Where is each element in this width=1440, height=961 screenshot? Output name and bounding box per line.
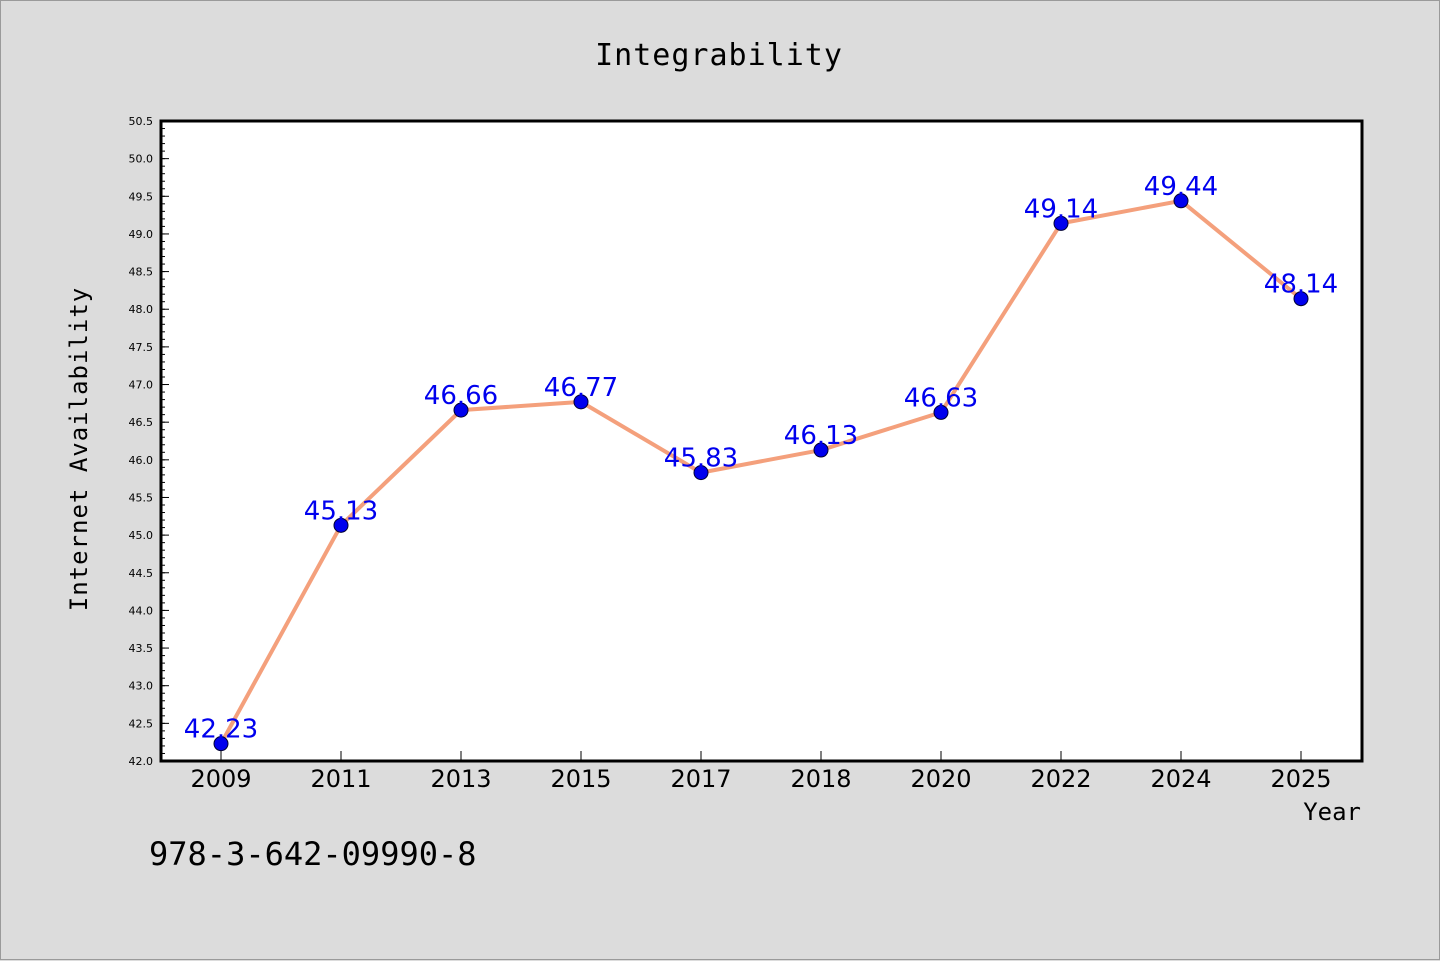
plot-area [161, 121, 1362, 761]
x-tick-label: 2024 [1150, 765, 1211, 793]
y-tick-label: 49.0 [129, 228, 154, 241]
data-point [813, 442, 829, 458]
x-axis-label: Year [1303, 798, 1361, 826]
x-tick-label: 2013 [430, 765, 491, 793]
x-tick-label: 2011 [310, 765, 371, 793]
y-tick-label: 44.5 [129, 567, 154, 580]
y-axis-label: Internet Availability [65, 287, 93, 611]
y-tick-label: 48.0 [129, 303, 154, 316]
x-tick-label: 2022 [1030, 765, 1091, 793]
x-tick-label: 2025 [1270, 765, 1331, 793]
x-tick-label: 2015 [550, 765, 611, 793]
data-point [1293, 291, 1309, 307]
y-tick-label: 47.0 [129, 379, 154, 392]
x-axis-ticks: 2009 2011 2013 2015 2017 2018 2020 2022 2024 2025 [190, 751, 1332, 793]
data-point [1173, 193, 1189, 209]
data-point [333, 517, 349, 533]
chart-title: Integrability [595, 38, 843, 73]
y-tick-label: 48.5 [129, 266, 154, 279]
data-label: 46.63 [904, 383, 978, 413]
data-points [213, 193, 1309, 752]
data-label: 42.23 [184, 715, 258, 745]
data-label: 46.77 [544, 373, 618, 403]
y-tick-label: 49.5 [129, 190, 154, 203]
isbn-footer: 978-3-642-09990-8 [149, 835, 477, 873]
data-label: 46.13 [784, 421, 858, 451]
plot-border [159, 119, 1364, 763]
y-tick-label: 46.0 [129, 454, 154, 467]
y-tick-label: 46.5 [129, 416, 154, 429]
data-label: 46.66 [424, 381, 498, 411]
y-tick-label: 42.5 [129, 717, 154, 730]
data-label: 49.44 [1144, 172, 1218, 202]
series-line-group [219, 198, 1303, 745]
x-tick-label: 2009 [190, 765, 251, 793]
data-label: 48.14 [1264, 270, 1338, 300]
x-tick-label: 2017 [670, 765, 731, 793]
data-labels: 42.23 45.13 46.66 46.77 45.83 46.13 46.63 49.14… [184, 172, 1338, 745]
y-tick-label: 50.5 [129, 115, 154, 128]
data-point [693, 465, 709, 481]
y-axis-ticks: 42.0 42.5 43.0 43.5 44.0 44.5 45.0 45.5 46.0 46.5… [129, 115, 169, 768]
x-tick-label: 2020 [910, 765, 971, 793]
y-tick-label: 44.0 [129, 604, 154, 617]
y-tick-label: 45.5 [129, 491, 154, 504]
data-label: 45.83 [664, 444, 738, 474]
data-point [933, 404, 949, 420]
y-tick-label: 43.5 [129, 642, 154, 655]
data-point [213, 736, 229, 752]
data-label: 45.13 [304, 496, 378, 526]
y-tick-label: 43.0 [129, 680, 154, 693]
data-label: 49.14 [1024, 194, 1098, 224]
data-point [573, 394, 589, 410]
x-tick-label: 2018 [790, 765, 851, 793]
series-line [219, 198, 1303, 745]
y-tick-label: 42.0 [129, 755, 154, 768]
y-tick-label: 50.0 [129, 153, 154, 166]
data-point [453, 402, 469, 418]
y-tick-label: 47.5 [129, 341, 154, 354]
data-point [1053, 215, 1069, 231]
y-tick-label: 45.0 [129, 529, 154, 542]
